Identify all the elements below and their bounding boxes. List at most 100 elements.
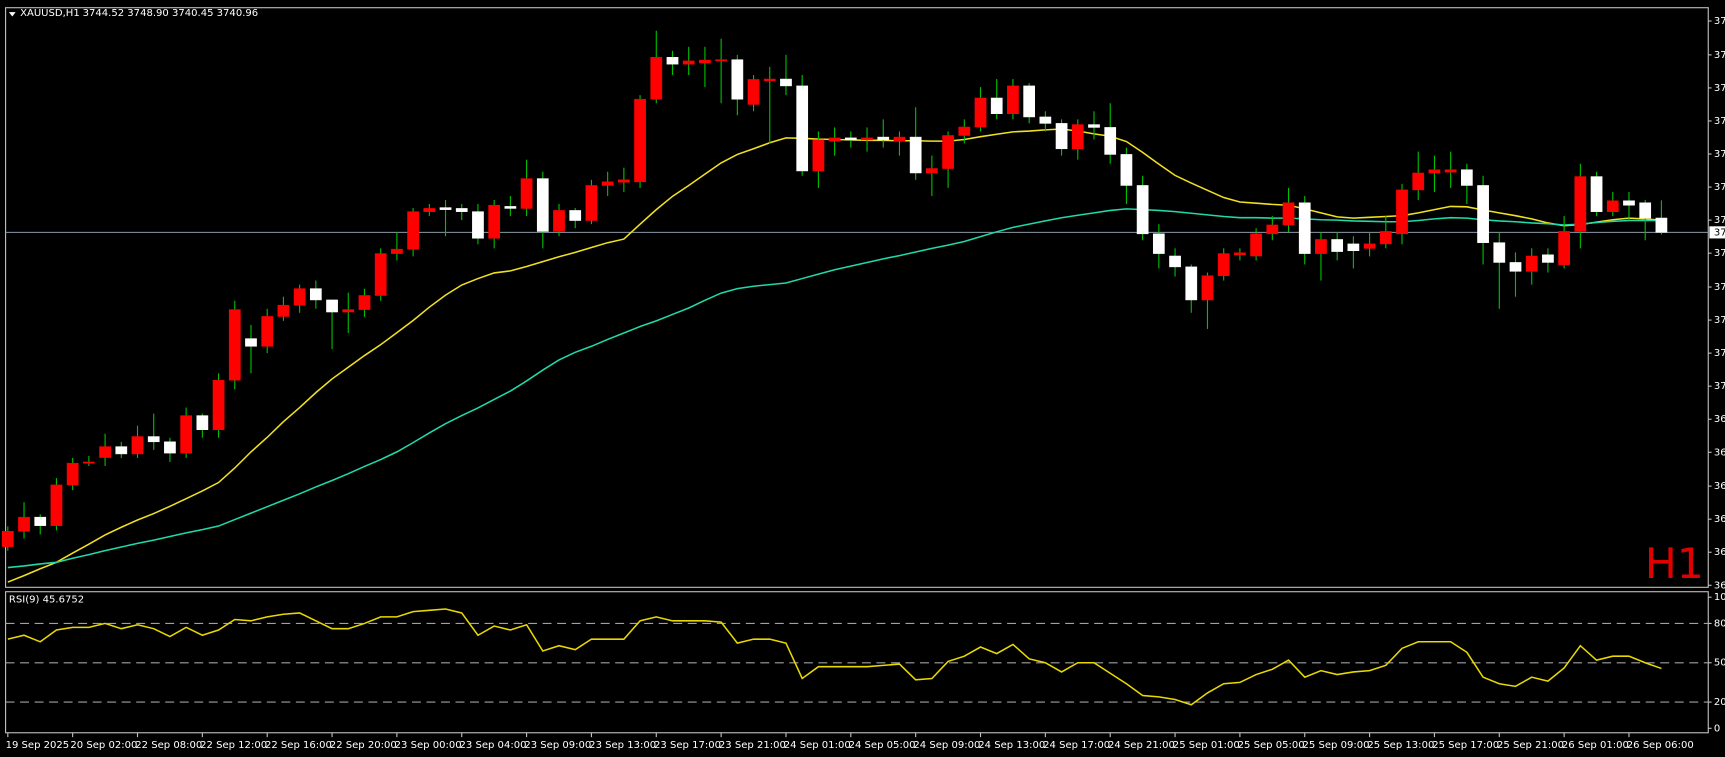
candle-body <box>488 204 501 239</box>
x-tick-label: 26 Sep 06:00 <box>1627 740 1694 751</box>
y-tick-label: 3711.00 <box>1714 348 1725 359</box>
x-tick-label: 25 Sep 13:00 <box>1367 740 1434 751</box>
symbol-title: XAUUSD,H1 <box>20 8 80 19</box>
x-tick-label: 23 Sep 04:00 <box>460 740 527 751</box>
candle-body <box>196 415 209 430</box>
candle-body <box>407 211 419 250</box>
candle-body <box>1007 85 1019 114</box>
candle-body <box>520 178 533 209</box>
candle-body <box>731 59 744 100</box>
y-tick-label: 3727.40 <box>1714 282 1725 293</box>
x-tick-label: 23 Sep 09:00 <box>524 740 591 751</box>
ohlc-readout: 3744.52 3748.90 3740.45 3740.96 <box>83 8 259 19</box>
rsi-y-tick-label: 100 <box>1714 592 1725 603</box>
x-tick-label: 24 Sep 21:00 <box>1108 740 1175 751</box>
candle-body <box>585 185 598 221</box>
y-tick-label: 3694.60 <box>1714 414 1725 425</box>
candle-body <box>844 137 857 141</box>
candle-body <box>1315 239 1327 254</box>
candle-body <box>1088 124 1100 128</box>
candle-body <box>942 135 954 169</box>
x-tick-label: 19 Sep 2025 <box>6 740 70 751</box>
rsi-y-tick-label: 80 <box>1714 618 1725 629</box>
candle-body <box>634 98 646 183</box>
candle-body <box>1542 254 1554 263</box>
candle-body <box>1201 275 1214 301</box>
candle-body <box>391 248 403 254</box>
candle-body <box>504 206 517 209</box>
candle-body <box>1655 217 1668 233</box>
candle-body <box>780 78 792 87</box>
candle-body <box>1071 124 1084 150</box>
candle-body <box>212 379 225 430</box>
x-tick-label: 24 Sep 01:00 <box>784 740 851 751</box>
candle-body <box>1444 169 1457 173</box>
candle-body <box>1509 262 1522 272</box>
candle-body <box>1347 243 1360 252</box>
candle-body <box>1331 239 1344 252</box>
candle-body <box>455 208 468 212</box>
x-tick-label: 22 Sep 20:00 <box>330 740 397 751</box>
candle-body <box>877 136 890 141</box>
candle-body <box>1217 253 1230 277</box>
rsi-label: RSI(9) 45.6752 <box>9 594 84 605</box>
candle-body <box>342 309 355 313</box>
candle-body <box>309 288 322 301</box>
y-tick-label: 3669.80 <box>1714 514 1725 525</box>
candle-body <box>666 57 679 65</box>
candle-body <box>1461 169 1473 186</box>
candle-body <box>277 304 290 317</box>
candle-body <box>147 436 160 443</box>
x-tick-label: 20 Sep 02:00 <box>70 740 137 751</box>
candle-body <box>439 207 452 210</box>
candle-body <box>1282 202 1295 226</box>
candle-body <box>228 309 241 381</box>
candle-body <box>326 299 338 313</box>
candle-body <box>553 210 565 232</box>
candle-body <box>50 484 63 526</box>
timeframe-watermark: H1 <box>1645 539 1704 588</box>
candle-body <box>861 137 873 141</box>
x-tick-label: 25 Sep 21:00 <box>1497 740 1564 751</box>
candle-body <box>472 211 484 239</box>
candle-body <box>1266 224 1279 235</box>
candle-body <box>245 338 257 347</box>
current-price-label: 3740.96 <box>1714 227 1725 238</box>
y-tick-label: 3744.00 <box>1714 215 1725 226</box>
candle-body <box>1185 266 1198 301</box>
candle-body <box>1574 176 1587 232</box>
candle-body <box>1412 172 1425 191</box>
candle-body <box>828 137 841 142</box>
candle-body <box>617 179 630 183</box>
candle-body <box>293 288 306 306</box>
x-tick-label: 23 Sep 13:00 <box>589 740 656 751</box>
candle-body <box>763 78 776 81</box>
candle-body <box>974 97 987 128</box>
x-tick-label: 25 Sep 17:00 <box>1432 740 1499 751</box>
candle-body <box>1 531 14 547</box>
candle-body <box>909 136 922 174</box>
candle-body <box>131 436 144 455</box>
candle-body <box>715 59 727 62</box>
candle-body <box>1639 202 1652 219</box>
candle-body <box>1169 255 1181 268</box>
x-tick-label: 23 Sep 00:00 <box>395 740 462 751</box>
candle-body <box>1363 243 1376 249</box>
candle-body <box>1023 85 1036 118</box>
candle-body <box>893 136 906 142</box>
candle-body <box>1606 200 1619 212</box>
candle-body <box>1055 123 1068 150</box>
candle-body <box>164 441 176 454</box>
rsi-line <box>7 608 1662 706</box>
x-tick-label: 24 Sep 17:00 <box>1043 740 1110 751</box>
candle-body <box>812 139 825 172</box>
candle-body <box>115 446 128 455</box>
x-tick-label: 26 Sep 01:00 <box>1562 740 1629 751</box>
candle-body <box>1558 231 1570 266</box>
price-panel-frame <box>5 7 1709 588</box>
candle-body <box>1104 127 1117 155</box>
y-tick-label: 3653.40 <box>1714 580 1725 591</box>
